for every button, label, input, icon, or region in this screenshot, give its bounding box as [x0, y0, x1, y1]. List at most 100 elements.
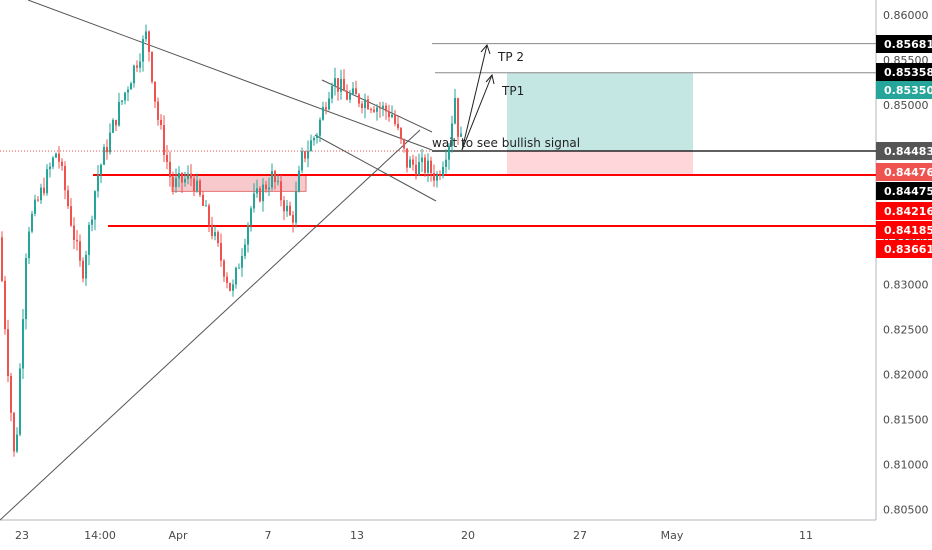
- candle-body: [31, 213, 33, 232]
- candle-body: [232, 284, 234, 291]
- candle-body: [205, 205, 207, 207]
- candle-body: [451, 123, 453, 146]
- y-tick-label: 0.80500: [883, 503, 929, 516]
- candle-body: [238, 267, 240, 269]
- candle-body: [250, 208, 252, 225]
- candle-body: [67, 190, 69, 207]
- candle-body: [331, 86, 333, 99]
- candle-body: [43, 187, 45, 194]
- price-badge: [876, 202, 932, 220]
- candle-body: [106, 146, 108, 153]
- candle-body: [193, 178, 195, 192]
- candle-body: [82, 260, 84, 279]
- candle-body: [163, 125, 165, 155]
- stop-zone: [507, 151, 693, 177]
- candle-body: [175, 178, 177, 188]
- candle-body: [364, 99, 366, 109]
- price-badge-label: 0.84475: [884, 185, 932, 198]
- candle-body: [94, 191, 96, 220]
- candle-body: [85, 254, 87, 279]
- candle-body: [226, 276, 228, 283]
- candle-body: [178, 172, 180, 179]
- candle-body: [223, 260, 225, 277]
- candle-body: [244, 244, 246, 257]
- candle-body: [52, 157, 54, 167]
- candle-body: [58, 153, 60, 162]
- candle-body: [319, 119, 321, 136]
- candle-body: [367, 99, 369, 110]
- candle-body: [142, 39, 144, 62]
- candle-body: [154, 81, 156, 102]
- candle-body: [37, 199, 39, 201]
- candle-body: [316, 135, 318, 139]
- candle-body: [196, 180, 198, 192]
- price-badge: [876, 35, 932, 53]
- candle-body: [103, 146, 105, 165]
- candle-body: [73, 225, 75, 240]
- price-badge: [876, 63, 932, 81]
- candle-body: [76, 239, 78, 242]
- y-tick-label: 0.82500: [883, 324, 929, 337]
- tp2-arrow-head: [480, 44, 491, 55]
- candle-body: [403, 139, 405, 149]
- candle-body: [388, 111, 390, 118]
- price-badge-label: 0.85358: [884, 66, 932, 79]
- x-tick-label: May: [661, 529, 684, 542]
- candle-body: [46, 169, 48, 194]
- candle-body: [313, 138, 315, 141]
- x-tick-label: 27: [573, 529, 587, 542]
- candle-body: [148, 31, 150, 52]
- candle-body: [40, 187, 42, 201]
- candle-body: [19, 368, 21, 435]
- annotation-label: wait to see bullish signal: [432, 136, 580, 150]
- support-box: [171, 174, 307, 192]
- candle-body: [322, 107, 324, 120]
- candle-body: [385, 105, 387, 112]
- candle-body: [436, 175, 438, 181]
- candle-body: [334, 78, 336, 87]
- price-badge-label: 0.85681: [884, 38, 932, 51]
- candle-body: [325, 107, 327, 110]
- candle-body: [187, 173, 189, 179]
- price-badge: [876, 221, 932, 239]
- price-badge-label: 0.85350: [884, 84, 932, 97]
- candle-body: [259, 188, 261, 202]
- candle-body: [214, 232, 216, 237]
- candle-body: [304, 151, 306, 159]
- candle-body: [49, 166, 51, 170]
- candle-body: [124, 92, 126, 101]
- candle-body: [295, 191, 297, 223]
- candle-body: [64, 166, 66, 191]
- x-tick-label: 23: [15, 529, 29, 542]
- candle-body: [262, 184, 264, 202]
- candle-body: [220, 243, 222, 261]
- candle-body: [100, 164, 102, 175]
- candle-body: [28, 231, 30, 259]
- candle-body: [337, 78, 339, 92]
- candle-body: [13, 412, 15, 452]
- candle-body: [379, 107, 381, 109]
- candle-body: [289, 205, 291, 216]
- candle-body: [25, 258, 27, 320]
- candle-body: [118, 101, 120, 126]
- candle-body: [157, 101, 159, 120]
- candle-body: [445, 159, 447, 167]
- candle-body: [271, 171, 273, 188]
- candle-body: [358, 94, 360, 104]
- candle-body: [55, 153, 57, 158]
- candle-body: [151, 51, 153, 82]
- candle-body: [310, 140, 312, 152]
- candle-body: [355, 88, 357, 95]
- candle-body: [307, 151, 309, 159]
- candle-body: [112, 119, 114, 133]
- candle-body: [7, 329, 9, 376]
- x-tick-label: Apr: [168, 529, 188, 542]
- candle-body: [376, 107, 378, 112]
- candle-body: [136, 65, 138, 68]
- candle-body: [130, 83, 132, 90]
- descending-trendline: [27, 0, 433, 151]
- candle-body: [427, 160, 429, 173]
- candle-body: [424, 157, 426, 173]
- candle-body: [433, 173, 435, 181]
- candle-body: [298, 170, 300, 192]
